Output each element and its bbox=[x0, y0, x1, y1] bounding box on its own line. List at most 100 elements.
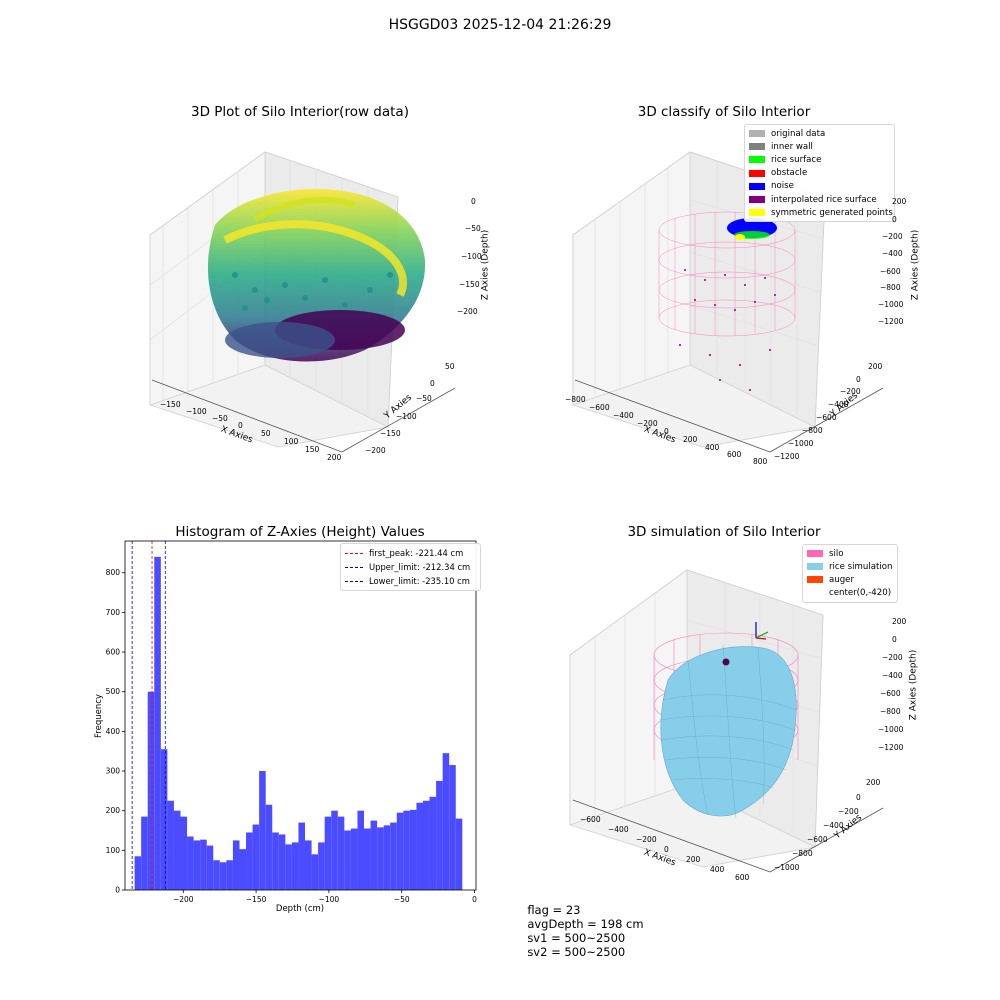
histogram-bar bbox=[377, 827, 384, 890]
legend-swatch bbox=[749, 209, 765, 217]
legend-original-data: original data bbox=[749, 127, 889, 140]
panel-raw-title: 3D Plot of Silo Interior(row data) bbox=[191, 104, 409, 120]
histogram-bar bbox=[272, 832, 279, 890]
panel-simulation-y-ticks: 200 0 −200 −400 −600 −800 −1000 bbox=[774, 778, 881, 872]
legend-swatch bbox=[807, 563, 823, 571]
legend-line-first-peak bbox=[345, 552, 363, 554]
legend-symmetric: symmetric generated points bbox=[749, 206, 893, 219]
histogram-y-tick-label: 300 bbox=[106, 767, 121, 776]
histogram-bar bbox=[364, 828, 371, 890]
histogram-bar bbox=[298, 822, 306, 890]
panel-raw-z-ticks: 0 −50 −100 −150 −200 bbox=[457, 197, 482, 316]
histogram-bar bbox=[370, 820, 378, 890]
histogram-bar bbox=[311, 854, 319, 890]
histogram-bar bbox=[396, 812, 404, 890]
legend-center: center(0,-420) bbox=[807, 587, 892, 600]
histogram-y-tick-label: 200 bbox=[106, 806, 121, 815]
histogram-y-tick-label: 400 bbox=[106, 727, 121, 736]
histogram-x-tick-label: −150 bbox=[246, 895, 267, 904]
histogram-x-label: Depth (cm) bbox=[276, 904, 324, 914]
histogram-y-tick-label: 100 bbox=[106, 846, 121, 855]
histogram-bar bbox=[167, 800, 174, 890]
histogram-bar bbox=[331, 810, 338, 890]
histogram-bar bbox=[160, 749, 168, 890]
legend-first-peak: first_peak: -221.44 cm bbox=[345, 546, 475, 560]
panel-simulation-z-ticks: 200 0 −200 −400 −600 −800 −1000 −1200 bbox=[878, 617, 907, 752]
histogram-bar bbox=[403, 810, 410, 890]
histogram-y-tick-label: 700 bbox=[106, 608, 121, 617]
histogram-bar bbox=[219, 862, 227, 890]
histogram-bar bbox=[141, 816, 148, 890]
legend-swatch bbox=[749, 182, 765, 190]
panel-classify-silo-cloud bbox=[658, 211, 796, 391]
panel-raw-y-ticks: 50 0 −50 −100 −150 −200 bbox=[365, 362, 455, 455]
legend-swatch bbox=[749, 196, 765, 204]
legend-swatch-empty bbox=[807, 590, 823, 597]
legend-noise: noise bbox=[749, 180, 889, 193]
legend-rice-simulation: rice simulation bbox=[807, 560, 892, 573]
footer-sv2: sv2 = 500~2500 bbox=[527, 945, 626, 959]
legend-swatch bbox=[749, 130, 765, 138]
panel-simulation-z-label: Z Axies (Depth) bbox=[908, 649, 919, 721]
histogram-bar bbox=[180, 816, 188, 890]
legend-interpolated: interpolated rice surface bbox=[749, 193, 889, 206]
histogram-bar bbox=[383, 825, 391, 890]
histogram-bar bbox=[259, 771, 266, 890]
footer-sv1: sv1 = 500~2500 bbox=[527, 931, 626, 945]
legend-line-lower-limit bbox=[345, 580, 363, 582]
histogram-bar bbox=[357, 810, 365, 890]
panel-classify-x-ticks: −800 −600 −400 −200 0 200 400 600 800 bbox=[565, 395, 768, 466]
panel-simulation-silo-model bbox=[653, 622, 799, 819]
histogram-bar bbox=[206, 845, 214, 890]
histogram-bar bbox=[134, 856, 142, 890]
figure-suptitle: HSGGD03 2025-12-04 21:26:29 bbox=[388, 17, 612, 33]
legend-upper-limit: Upper_limit: -212.34 cm bbox=[345, 560, 475, 574]
legend-inner-wall: inner wall bbox=[749, 140, 889, 153]
legend-swatch bbox=[807, 576, 823, 584]
legend-swatch bbox=[807, 550, 823, 558]
histogram-bar bbox=[154, 556, 161, 890]
legend-rice-surface: rice surface bbox=[749, 153, 889, 166]
histogram-bar bbox=[291, 842, 299, 890]
histogram-x-tick-label: −100 bbox=[319, 895, 340, 904]
histogram-x-tick-label: −200 bbox=[173, 895, 194, 904]
histogram-bar bbox=[409, 809, 417, 890]
footer-avg-depth: avgDepth = 198 cm bbox=[527, 917, 644, 931]
histogram-bar bbox=[246, 832, 253, 890]
legend-auger: auger bbox=[807, 573, 892, 586]
histogram-bar bbox=[213, 860, 220, 890]
histogram-bar bbox=[265, 804, 273, 890]
histogram-y-tick-label: 0 bbox=[115, 886, 120, 895]
legend-line-upper-limit bbox=[345, 566, 363, 568]
histogram-bar bbox=[416, 802, 423, 890]
panel-raw-z-label: Z Axies (Depth) bbox=[480, 229, 491, 301]
panel-classify-y-ticks: 200 0 −200 −400 −600 −800 −1000 −1200 bbox=[774, 362, 883, 461]
histogram-bar bbox=[173, 810, 181, 890]
panel-classify-legend: original data inner wall rice surface ob… bbox=[744, 124, 895, 223]
legend-swatch bbox=[749, 169, 765, 177]
histogram-bar bbox=[285, 844, 292, 890]
histogram-bar bbox=[318, 842, 325, 890]
panel-simulation-legend: silo rice simulation auger center(0,-420… bbox=[802, 544, 898, 603]
histogram-bar bbox=[226, 860, 233, 890]
footer-flag: flag = 23 bbox=[527, 903, 581, 917]
panel-histogram-title: Histogram of Z-Axies (Height) Values bbox=[175, 524, 425, 540]
legend-silo: silo bbox=[807, 547, 892, 560]
panel-raw-point-cloud bbox=[207, 189, 426, 362]
histogram-bar bbox=[278, 834, 286, 890]
histogram-bar bbox=[455, 818, 463, 890]
histogram-bar bbox=[324, 816, 332, 890]
panel-classify-z-ticks: 200 0 −200 −400 −600 −800 −1000 −1200 bbox=[878, 197, 907, 326]
histogram-bar bbox=[193, 840, 201, 890]
panel-simulation-title: 3D simulation of Silo Interior bbox=[627, 524, 821, 540]
histogram-y-tick-label: 600 bbox=[106, 648, 121, 657]
histogram-bar bbox=[305, 840, 312, 890]
histogram-bar bbox=[422, 800, 430, 890]
panel-histogram-legend: first_peak: -221.44 cm Upper_limit: -212… bbox=[340, 543, 481, 591]
histogram-bar bbox=[344, 830, 351, 890]
histogram-bar bbox=[239, 849, 247, 890]
panel-classify-z-label: Z Axies (Depth) bbox=[910, 229, 921, 301]
histogram-bar bbox=[350, 828, 358, 890]
panel-histogram-chart: −200 −150 −100 −50 0 0 100 200 300 400 500 600 700 8… bbox=[94, 540, 477, 914]
histogram-bar bbox=[337, 816, 345, 890]
